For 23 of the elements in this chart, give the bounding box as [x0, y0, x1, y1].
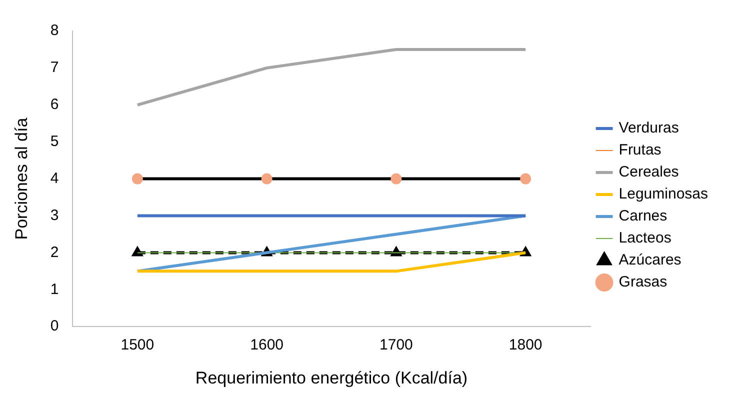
x-tick-label: 1600	[250, 336, 284, 354]
legend-label: Leguminosas	[618, 186, 708, 203]
legend-label: Azúcares	[618, 252, 682, 269]
y-tick-label: 8	[50, 22, 59, 40]
y-tick-label: 7	[50, 59, 59, 76]
legend-label: Carnes	[618, 208, 668, 225]
legend-label: Grasas	[618, 274, 668, 291]
x-axis-title: Requerimiento energético (Kcal/día)	[195, 368, 468, 388]
y-tick-label: 4	[50, 170, 59, 187]
x-tick-label: 1800	[508, 336, 542, 354]
y-tick-label: 6	[50, 96, 59, 114]
y-tick-label: 0	[50, 318, 59, 335]
legend-label: Frutas	[618, 142, 662, 159]
y-tick-label: 5	[50, 132, 59, 150]
y-tick-label: 3	[50, 206, 59, 224]
legend-label: Verduras	[618, 120, 679, 137]
y-axis-title: Porciones al día	[12, 117, 31, 240]
y-tick-label: 2	[50, 244, 59, 261]
legend-label: Lacteos	[618, 230, 672, 247]
y-tick-label: 1	[50, 280, 59, 298]
x-tick-label: 1500	[120, 336, 154, 354]
x-tick-label: 1700	[380, 336, 413, 354]
legend-label: Cereales	[618, 164, 679, 181]
